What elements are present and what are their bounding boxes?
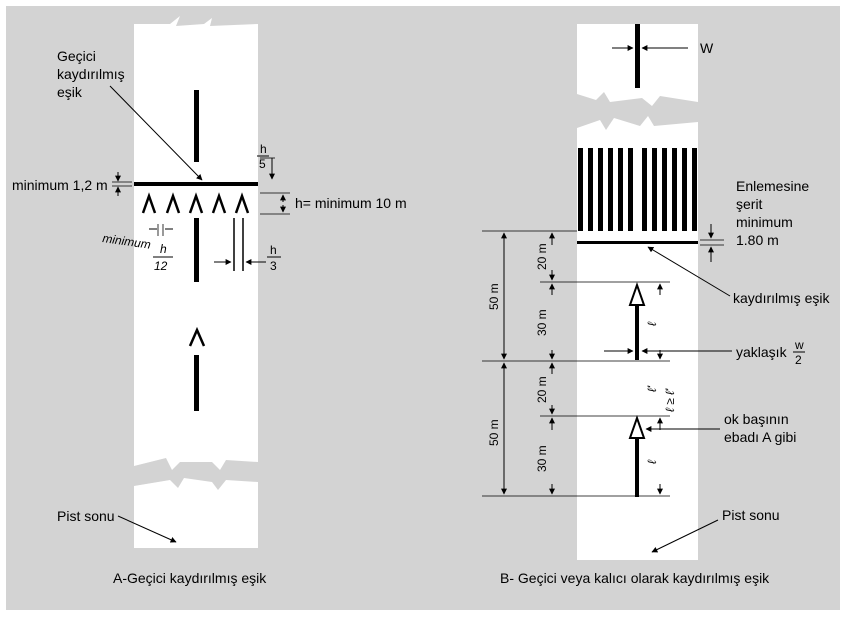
approx-label: yaklaşık xyxy=(736,344,788,360)
right-caption: B- Geçici veya kalıcı olarak kaydırılmış… xyxy=(500,570,770,586)
threshold-label-line2: kaydırılmış xyxy=(57,66,125,82)
h-over-12-num: h xyxy=(160,242,167,256)
ell-upper: ℓ xyxy=(645,321,659,326)
dim-30m-lower: 30 m xyxy=(535,445,549,472)
h-over-3-den: 3 xyxy=(270,259,277,273)
centerline-dash-top xyxy=(194,90,199,162)
centerline-dash-bottom xyxy=(194,355,199,411)
threshold-label-line3: eşik xyxy=(57,84,83,100)
temporary-threshold-bar xyxy=(134,182,258,186)
dim-20m-upper: 20 m xyxy=(535,243,549,270)
dim-50m-upper: 50 m xyxy=(487,283,501,310)
h-over-5-num: h xyxy=(260,142,267,156)
w-over-2-num: w xyxy=(794,338,804,352)
threshold-leader xyxy=(109,85,203,181)
right-arrow-1 xyxy=(628,281,646,360)
h-over-5-den: 5 xyxy=(259,157,266,171)
h-over-3-num: h xyxy=(270,243,277,257)
transverse-label-line4: 1.80 m xyxy=(736,232,779,248)
w-centerline xyxy=(635,24,640,88)
left-arrow xyxy=(188,326,206,347)
ell-prime: ℓ' xyxy=(645,385,659,392)
displaced-threshold-label: kaydırılmış eşik xyxy=(733,290,830,306)
w-over-2-den: 2 xyxy=(795,353,802,367)
ell-lower: ℓ xyxy=(645,459,659,464)
arrowhead-label-line1: ok başının xyxy=(724,411,789,427)
threshold-stripes xyxy=(578,148,697,231)
dim-reference-lines xyxy=(482,230,670,497)
left-runway-end-label: Pist sonu xyxy=(57,508,115,524)
right-runway-end-label: Pist sonu xyxy=(722,507,780,523)
threshold-label-line1: Geçici xyxy=(57,48,96,64)
diagram-background xyxy=(6,6,840,610)
left-panel: Geçici kaydırılmış eşik minimum 1,2 m h … xyxy=(12,16,407,586)
min-bar-width-label: minimum 1,2 m xyxy=(12,177,108,193)
w-label: W xyxy=(700,40,714,56)
dim-30m-upper: 30 m xyxy=(535,309,549,336)
dim-20m-lower: 20 m xyxy=(535,376,549,403)
arrowhead-label-line2: ebadı A gibi xyxy=(724,429,796,445)
right-panel: W Enlemesine şerit minimum 1.80 m kaydır… xyxy=(482,24,830,586)
h-min-label: h= minimum 10 m xyxy=(295,195,407,211)
left-runway-lower xyxy=(134,478,258,548)
chevron-row xyxy=(141,192,250,214)
right-arrow-2 xyxy=(628,414,646,497)
h-over-12-den: 12 xyxy=(154,259,168,273)
ell-relation: ℓ ≥ ℓ' xyxy=(663,388,677,412)
transverse-stripe xyxy=(577,241,698,244)
centerline-dash-mid xyxy=(194,218,199,282)
transverse-label-line2: şerit xyxy=(736,196,763,212)
dim-50m-lower: 50 m xyxy=(487,419,501,446)
left-caption: A-Geçici kaydırılmış eşik xyxy=(113,570,267,586)
transverse-label-line1: Enlemesine xyxy=(736,178,809,194)
min-word-label: minimum xyxy=(102,231,152,252)
transverse-label-line3: minimum xyxy=(736,214,793,230)
